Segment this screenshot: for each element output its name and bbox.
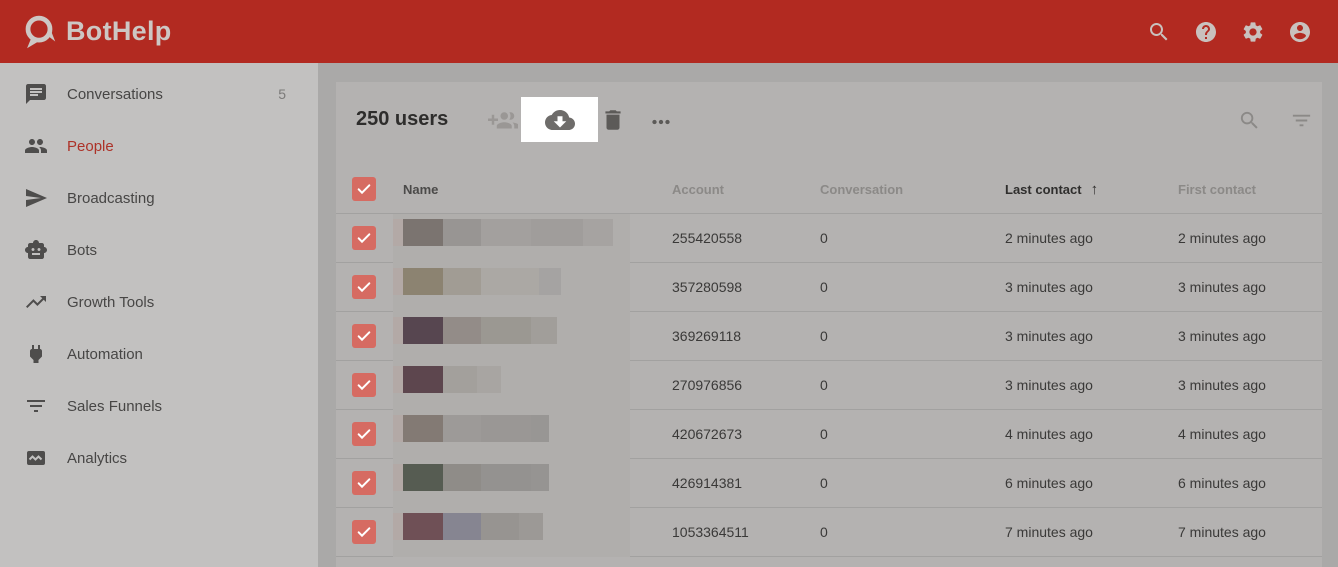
automation-icon [24, 342, 48, 366]
help-icon[interactable] [1194, 20, 1218, 44]
sidebar-item-label: Bots [67, 241, 98, 259]
sales-funnels-icon [24, 394, 48, 418]
first-contact-cell: 3 minutes ago [1178, 279, 1266, 295]
people-panel: 250 users Name Account Conversation Last… [336, 82, 1322, 567]
analytics-icon [24, 446, 48, 470]
conversation-cell: 0 [820, 377, 828, 393]
last-contact-cell: 3 minutes ago [1005, 377, 1093, 393]
users-count-title: 250 users [356, 108, 449, 130]
conversation-cell: 0 [820, 328, 828, 344]
sidebar-item-broadcasting[interactable]: Broadcasting [0, 172, 318, 224]
last-contact-cell: 2 minutes ago [1005, 230, 1093, 246]
table-search-icon[interactable] [1238, 109, 1261, 132]
row-checkbox[interactable] [352, 275, 376, 299]
account-cell: 420672673 [672, 426, 743, 442]
conversation-cell: 0 [820, 426, 828, 442]
column-header-name[interactable]: Name [403, 181, 439, 197]
account-cell: 369269118 [672, 328, 742, 344]
sidebar-item-growth-tools[interactable]: Growth Tools [0, 276, 318, 328]
conversation-cell: 0 [820, 475, 828, 491]
export-highlight-box [521, 97, 598, 142]
sidebar-item-label: Automation [67, 345, 143, 363]
sidebar-item-label: People [67, 137, 114, 155]
table-row[interactable]: 357280598 0 3 minutes ago 3 minutes ago [336, 263, 1322, 312]
last-contact-cell: 4 minutes ago [1005, 426, 1093, 442]
app-header: BotHelp [0, 0, 1338, 63]
first-contact-cell: 3 minutes ago [1178, 377, 1266, 393]
table-row[interactable]: 255420558 0 2 minutes ago 2 minutes ago [336, 214, 1322, 263]
add-users-button[interactable] [488, 106, 520, 136]
column-header-first-contact[interactable]: First contact [1178, 181, 1257, 197]
row-checkbox[interactable] [352, 520, 376, 544]
conversations-count-badge: 5 [278, 86, 286, 102]
people-icon [24, 134, 48, 158]
column-header-last-contact[interactable]: Last contact ↑ [1005, 180, 1099, 198]
account-cell: 357280598 [672, 279, 743, 295]
sidebar-item-label: Broadcasting [67, 189, 155, 207]
first-contact-cell: 4 minutes ago [1178, 426, 1266, 442]
first-contact-cell: 6 minutes ago [1178, 475, 1266, 491]
sidebar-item-bots[interactable]: Bots [0, 224, 318, 276]
account-cell: 270976856 [672, 377, 743, 393]
sidebar-item-analytics[interactable]: Analytics [0, 432, 318, 484]
table-row[interactable]: 270976856 0 3 minutes ago 3 minutes ago [336, 361, 1322, 410]
table-row[interactable]: 426914381 0 6 minutes ago 6 minutes ago [336, 459, 1322, 508]
first-contact-cell: 7 minutes ago [1178, 524, 1266, 540]
broadcasting-icon [24, 186, 48, 210]
last-contact-cell: 3 minutes ago [1005, 279, 1093, 295]
sidebar-item-conversations[interactable]: Conversations 5 [0, 68, 318, 120]
table-row[interactable]: 420672673 0 4 minutes ago 4 minutes ago [336, 410, 1322, 459]
sidebar: Conversations 5 People Broadcasting Bots… [0, 63, 318, 567]
sidebar-item-label: Conversations [67, 85, 163, 103]
app-title: BotHelp [66, 16, 172, 46]
conversation-cell: 0 [820, 230, 828, 246]
account-cell: 1053364511 [672, 524, 749, 540]
blurred-names-overlay [393, 214, 630, 557]
last-contact-cell: 3 minutes ago [1005, 328, 1093, 344]
account-cell: 255420558 [672, 230, 743, 246]
row-checkbox[interactable] [352, 422, 376, 446]
bots-icon [24, 238, 48, 262]
more-options-button[interactable] [648, 109, 674, 135]
app-logo[interactable]: BotHelp [18, 11, 172, 53]
sidebar-item-label: Sales Funnels [67, 397, 163, 415]
sidebar-item-automation[interactable]: Automation [0, 328, 318, 380]
row-checkbox[interactable] [352, 471, 376, 495]
growth-tools-icon [24, 290, 48, 314]
export-download-button[interactable] [544, 105, 575, 135]
sidebar-item-sales-funnels[interactable]: Sales Funnels [0, 380, 318, 432]
sidebar-item-label: Analytics [67, 449, 128, 467]
row-checkbox[interactable] [352, 373, 376, 397]
last-contact-cell: 6 minutes ago [1005, 475, 1093, 491]
settings-icon[interactable] [1241, 20, 1265, 44]
delete-button[interactable] [600, 107, 626, 133]
search-icon[interactable] [1147, 20, 1171, 44]
conversation-cell: 0 [820, 279, 828, 295]
first-contact-cell: 3 minutes ago [1178, 328, 1266, 344]
first-contact-cell: 2 minutes ago [1178, 230, 1266, 246]
table-header-row: Name Account Conversation Last contact ↑… [336, 165, 1322, 214]
account-icon[interactable] [1288, 20, 1312, 44]
row-checkbox[interactable] [352, 226, 376, 250]
column-header-conversation[interactable]: Conversation [820, 181, 904, 197]
conversations-icon [24, 82, 48, 106]
last-contact-cell: 7 minutes ago [1005, 524, 1093, 540]
account-cell: 426914381 [672, 475, 743, 491]
conversation-cell: 0 [820, 524, 828, 540]
table-row[interactable]: 1053364511 0 7 minutes ago 7 minutes ago [336, 508, 1322, 557]
bothelp-logo-icon [18, 11, 60, 53]
sidebar-item-label: Growth Tools [67, 293, 155, 311]
sidebar-item-people[interactable]: People [0, 120, 318, 172]
select-all-checkbox[interactable] [352, 177, 376, 201]
column-header-account[interactable]: Account [672, 181, 724, 197]
sort-ascending-icon: ↑ [1090, 180, 1099, 198]
row-checkbox[interactable] [352, 324, 376, 348]
table-row[interactable]: 369269118 0 3 minutes ago 3 minutes ago [336, 312, 1322, 361]
table-filter-icon[interactable] [1290, 109, 1313, 132]
